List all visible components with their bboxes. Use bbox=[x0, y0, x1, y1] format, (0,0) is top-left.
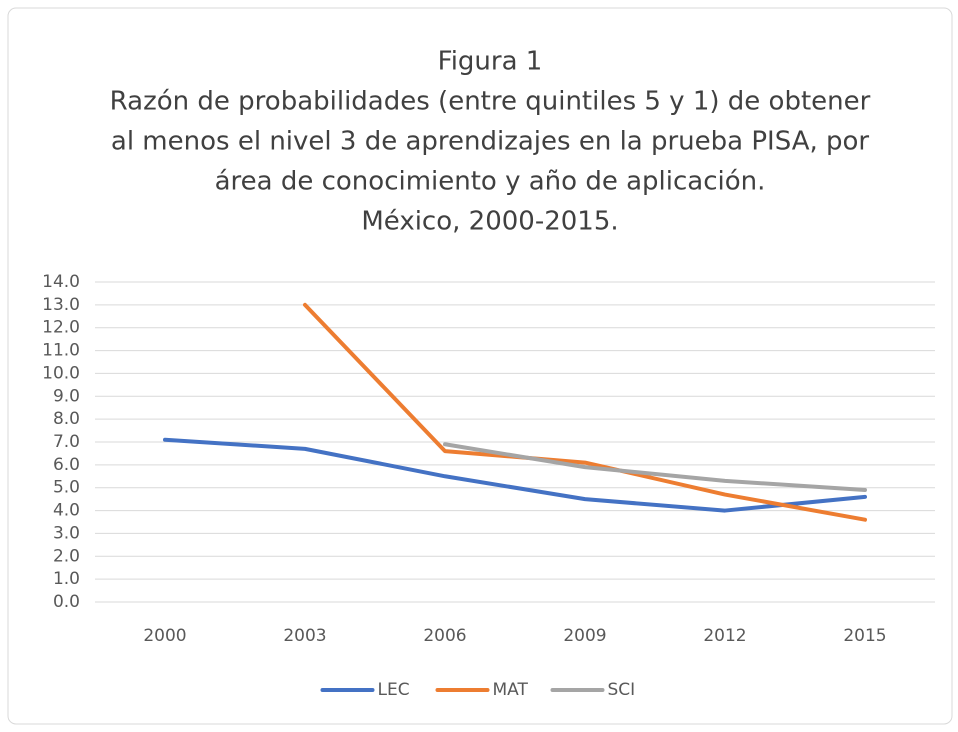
y-tick-label: 3.0 bbox=[53, 523, 80, 543]
x-tick-label: 2015 bbox=[843, 626, 886, 646]
y-tick-label: 13.0 bbox=[42, 295, 80, 315]
x-tick-label: 2000 bbox=[143, 626, 186, 646]
chart-title: Figura 1 bbox=[438, 47, 543, 77]
data-line bbox=[163, 437, 867, 513]
y-tick-label: 6.0 bbox=[53, 455, 80, 475]
data-line bbox=[443, 442, 867, 492]
y-tick-label: 14.0 bbox=[42, 272, 80, 292]
x-tick-label: 2012 bbox=[703, 626, 746, 646]
x-tick-label: 2006 bbox=[423, 626, 466, 646]
chart-title: al menos el nivel 3 de aprendizajes en l… bbox=[111, 127, 870, 157]
y-tick-label: 5.0 bbox=[53, 478, 80, 498]
chart-border bbox=[7, 7, 953, 725]
y-tick-label: 11.0 bbox=[42, 341, 80, 361]
y-tick-label: 7.0 bbox=[53, 432, 80, 452]
x-tick-label: 2003 bbox=[283, 626, 326, 646]
y-tick-label: 1.0 bbox=[53, 569, 80, 589]
y-tick-label: 0.0 bbox=[53, 592, 80, 612]
legend-label: MAT bbox=[493, 680, 529, 700]
data-line bbox=[303, 302, 867, 522]
legend-label: LEC bbox=[378, 680, 410, 700]
chart-title: México, 2000-2015. bbox=[361, 207, 618, 237]
y-tick-label: 4.0 bbox=[53, 501, 80, 521]
y-tick-label: 12.0 bbox=[42, 318, 80, 338]
x-tick-label: 2009 bbox=[563, 626, 606, 646]
y-tick-label: 10.0 bbox=[42, 363, 80, 383]
y-tick-label: 9.0 bbox=[53, 386, 80, 406]
chart-title: área de conocimiento y año de aplicación… bbox=[215, 167, 766, 197]
chart-title: Razón de probabilidades (entre quintiles… bbox=[110, 87, 871, 117]
y-tick-label: 2.0 bbox=[53, 546, 80, 566]
y-tick-label: 8.0 bbox=[53, 409, 80, 429]
legend-label: SCI bbox=[608, 680, 636, 700]
